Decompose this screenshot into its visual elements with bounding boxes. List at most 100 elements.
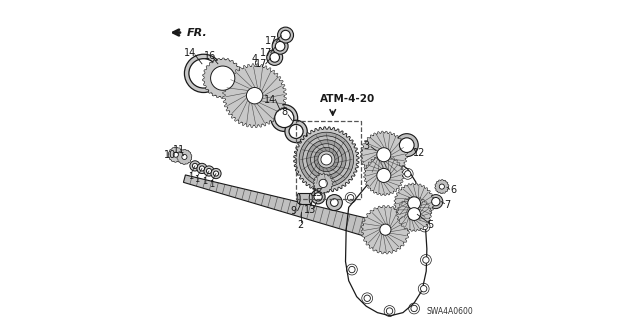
Text: 12: 12	[413, 148, 425, 158]
Circle shape	[422, 257, 429, 263]
Circle shape	[310, 144, 342, 175]
Polygon shape	[177, 149, 192, 165]
Circle shape	[362, 133, 406, 176]
Circle shape	[184, 54, 223, 93]
Polygon shape	[364, 155, 404, 196]
Circle shape	[270, 53, 280, 62]
Circle shape	[363, 207, 408, 252]
Circle shape	[211, 66, 235, 90]
Text: 16: 16	[204, 51, 216, 61]
Circle shape	[385, 160, 392, 167]
Polygon shape	[397, 197, 431, 231]
Circle shape	[177, 150, 191, 164]
Text: 11: 11	[173, 145, 185, 155]
Text: 17: 17	[260, 48, 272, 58]
Circle shape	[303, 136, 350, 183]
Text: 8: 8	[282, 107, 288, 117]
Text: 1: 1	[209, 180, 214, 189]
Text: 17: 17	[266, 36, 278, 47]
Circle shape	[321, 154, 332, 165]
Polygon shape	[168, 147, 184, 162]
Text: ATM-4-20: ATM-4-20	[319, 94, 375, 104]
Polygon shape	[223, 64, 287, 128]
Ellipse shape	[309, 193, 312, 204]
Circle shape	[225, 66, 284, 125]
Bar	[296, 121, 362, 199]
Circle shape	[289, 124, 303, 138]
Circle shape	[275, 108, 294, 128]
Circle shape	[439, 184, 444, 189]
Circle shape	[408, 197, 420, 210]
Text: 1: 1	[202, 177, 207, 186]
Circle shape	[272, 38, 288, 54]
Text: FR.: FR.	[187, 27, 207, 38]
Circle shape	[319, 179, 327, 188]
Circle shape	[318, 151, 335, 168]
Polygon shape	[203, 58, 243, 98]
Circle shape	[197, 163, 207, 174]
Polygon shape	[394, 183, 435, 223]
Polygon shape	[184, 175, 390, 242]
Circle shape	[367, 166, 374, 172]
Circle shape	[190, 161, 200, 171]
Polygon shape	[361, 205, 410, 254]
Text: 14: 14	[184, 48, 196, 58]
Circle shape	[193, 163, 198, 168]
Circle shape	[314, 147, 339, 172]
Circle shape	[435, 180, 448, 193]
Text: 14: 14	[264, 94, 276, 105]
Circle shape	[377, 148, 391, 162]
Circle shape	[396, 134, 419, 157]
Circle shape	[396, 185, 433, 222]
Circle shape	[420, 286, 427, 292]
Circle shape	[214, 171, 218, 176]
Circle shape	[204, 166, 214, 176]
Circle shape	[408, 208, 420, 220]
Text: 10: 10	[164, 150, 176, 160]
Text: 5: 5	[428, 220, 434, 230]
Circle shape	[404, 171, 411, 177]
Circle shape	[349, 266, 355, 273]
Polygon shape	[313, 174, 333, 193]
Circle shape	[307, 140, 346, 179]
Circle shape	[204, 60, 241, 97]
Circle shape	[399, 138, 414, 152]
Text: 2: 2	[298, 220, 304, 230]
Text: 17: 17	[255, 59, 267, 69]
Circle shape	[422, 223, 428, 230]
Circle shape	[275, 41, 285, 51]
Circle shape	[387, 308, 393, 314]
Circle shape	[398, 198, 430, 230]
Text: 4: 4	[252, 54, 258, 64]
Text: 6: 6	[451, 185, 456, 196]
Circle shape	[365, 157, 403, 194]
Circle shape	[267, 49, 283, 65]
Text: 13: 13	[303, 205, 316, 215]
Circle shape	[364, 295, 371, 301]
Polygon shape	[294, 127, 359, 192]
Circle shape	[182, 154, 187, 160]
Circle shape	[173, 152, 179, 157]
Circle shape	[330, 199, 338, 206]
Circle shape	[348, 195, 354, 201]
Circle shape	[326, 195, 342, 211]
Text: 7: 7	[444, 200, 451, 210]
Text: 15: 15	[310, 188, 323, 198]
Circle shape	[415, 195, 422, 201]
Circle shape	[169, 148, 183, 162]
Text: SWA4A0600: SWA4A0600	[426, 307, 473, 315]
Text: 1: 1	[195, 175, 200, 184]
Circle shape	[299, 132, 354, 187]
Circle shape	[278, 27, 294, 43]
Circle shape	[285, 120, 307, 143]
Circle shape	[211, 168, 221, 179]
Text: 9: 9	[291, 205, 297, 216]
Circle shape	[431, 197, 440, 206]
Circle shape	[271, 105, 298, 131]
Circle shape	[281, 30, 291, 40]
Text: 3: 3	[363, 141, 369, 151]
Circle shape	[314, 174, 332, 192]
Bar	[299, 193, 311, 204]
Circle shape	[311, 190, 325, 204]
Circle shape	[380, 224, 391, 235]
